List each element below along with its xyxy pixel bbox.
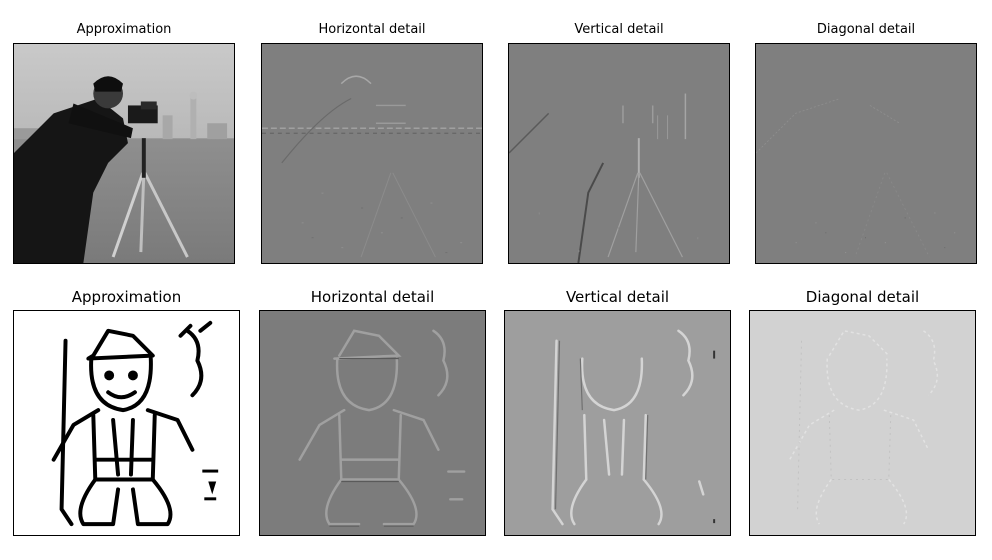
drawing-vertical-detail-image — [504, 310, 731, 536]
cameraman-approximation-image — [13, 43, 235, 264]
panel-title-diagonal-top: Diagonal detail — [816, 22, 916, 37]
panel-title-horizontal-top: Horizontal detail — [318, 22, 426, 37]
drawing-diagonal-detail-image — [749, 310, 976, 536]
panel-title-vertical-bottom: Vertical detail — [565, 288, 670, 306]
panel-title-approximation-top: Approximation — [76, 22, 172, 37]
cameraman-vertical-detail-image — [508, 43, 730, 264]
panel-title-horizontal-bottom: Horizontal detail — [310, 288, 435, 306]
drawing-horizontal-detail-image — [259, 310, 486, 536]
panel-title-approximation-bottom: Approximation — [71, 288, 182, 306]
panel-title-diagonal-bottom: Diagonal detail — [805, 288, 920, 306]
panel-title-vertical-top: Vertical detail — [574, 22, 664, 37]
cameraman-diagonal-detail-image — [755, 43, 977, 264]
drawing-approximation-image — [13, 310, 240, 536]
cameraman-horizontal-detail-image — [261, 43, 483, 264]
